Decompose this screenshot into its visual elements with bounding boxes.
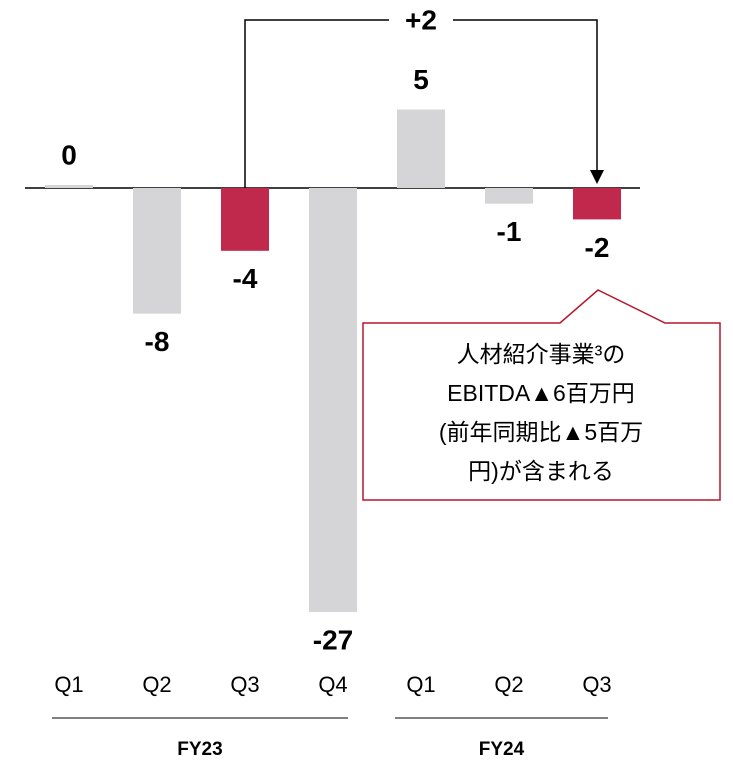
arrow-head — [590, 170, 604, 184]
bar — [485, 188, 533, 204]
callout-text: EBITDA▲6百万円 — [447, 380, 635, 406]
x-tick-label: Q2 — [142, 672, 171, 697]
callout-box — [362, 289, 721, 501]
bar — [397, 109, 445, 188]
group-label: FY23 — [177, 739, 222, 760]
bar — [133, 188, 181, 314]
x-tick-label: Q2 — [494, 672, 523, 697]
x-tick-label: Q1 — [406, 672, 435, 697]
bar — [309, 188, 357, 612]
x-tick-label: Q4 — [318, 672, 347, 697]
bar — [573, 188, 621, 220]
callout-text: 円)が含まれる — [468, 458, 614, 484]
bracket — [244, 19, 598, 188]
bar — [45, 185, 93, 188]
bar — [221, 188, 269, 251]
value-label: -27 — [313, 624, 353, 655]
group-label: FY24 — [479, 739, 525, 760]
value-label: -2 — [585, 232, 610, 263]
x-tick-label: Q3 — [230, 672, 259, 697]
value-label: 0 — [61, 139, 77, 170]
x-tick-label: Q1 — [54, 672, 83, 697]
callout-text: 人材紹介事業³の — [457, 341, 626, 367]
value-label: -1 — [497, 216, 522, 247]
value-label: -4 — [233, 263, 258, 294]
value-label: 5 — [413, 64, 429, 95]
x-tick-label: Q3 — [582, 672, 611, 697]
callout-text: (前年同期比▲5百万 — [439, 419, 643, 445]
bracket-label: +2 — [405, 4, 437, 35]
value-label: -8 — [145, 326, 170, 357]
